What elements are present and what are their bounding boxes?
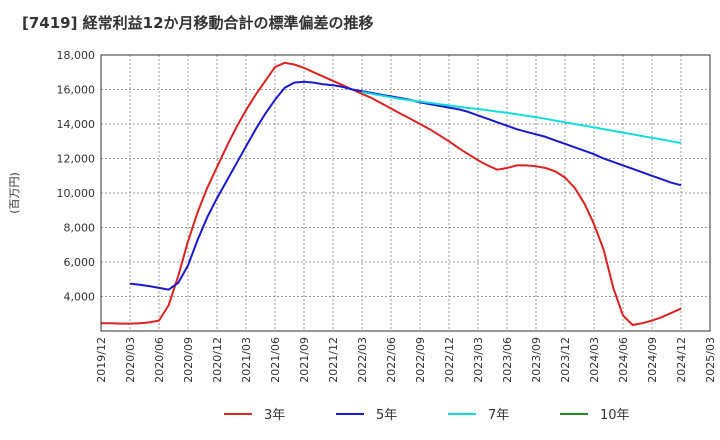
y-tick-label: 8,000	[64, 222, 96, 235]
x-tick-label: 2023/09	[530, 337, 543, 383]
plot-frame	[100, 54, 711, 332]
y-axis: 4,000 6,000 8,000 10,000 12,000 14,000 16,000 1…	[57, 49, 96, 304]
x-tick-label: 2024/09	[646, 337, 659, 383]
legend-label: 7年	[488, 408, 509, 423]
x-tick-label: 2024/06	[617, 337, 630, 383]
legend-label: 10年	[600, 408, 630, 423]
x-tick-label: 2022/06	[385, 337, 398, 383]
legend-label: 5年	[376, 408, 397, 423]
legend-label: 3年	[264, 408, 285, 423]
x-tick-label: 2025/03	[704, 337, 717, 383]
x-tick-label: 2024/12	[675, 337, 688, 383]
x-tick-label: 2021/12	[327, 337, 340, 383]
y-tick-label: 14,000	[57, 118, 96, 131]
y-tick-label: 6,000	[64, 256, 96, 269]
series-line-3年	[101, 61, 682, 326]
x-tick-label: 2021/06	[269, 337, 282, 383]
legend: 3年 5年 7年 10年	[224, 408, 630, 423]
series-line-7年	[361, 91, 682, 144]
x-tick-label: 2023/06	[501, 337, 514, 383]
y-tick-label: 10,000	[57, 187, 96, 200]
x-tick-label: 2020/06	[153, 337, 166, 383]
x-tick-label: 2020/03	[124, 337, 137, 383]
x-tick-label: 2023/03	[472, 337, 485, 383]
y-axis-label: (百万円)	[8, 172, 21, 214]
legend-item: 3年	[224, 408, 285, 423]
x-tick-label: 2021/09	[298, 337, 311, 383]
y-tick-label: 18,000	[57, 49, 96, 62]
x-axis: 2019/12 2020/03 2020/06 2020/09 2020/12 2021/…	[95, 337, 717, 383]
x-tick-label: 2022/12	[443, 337, 456, 383]
y-tick-label: 4,000	[64, 291, 96, 304]
series-layer	[101, 61, 682, 326]
y-tick-label: 12,000	[57, 153, 96, 166]
x-tick-label: 2022/03	[356, 337, 369, 383]
y-tick-label: 16,000	[57, 84, 96, 97]
x-tick-label: 2022/09	[414, 337, 427, 383]
legend-item: 7年	[448, 408, 509, 423]
x-tick-label: 2023/12	[559, 337, 572, 383]
chart-title: [7419] 経常利益12か月移動合計の標準偏差の推移	[22, 14, 374, 32]
x-tick-label: 2021/03	[240, 337, 253, 383]
x-tick-label: 2024/03	[588, 337, 601, 383]
legend-item: 10年	[560, 408, 630, 423]
grid	[100, 54, 711, 331]
x-tick-label: 2020/12	[211, 337, 224, 383]
legend-item: 5年	[336, 408, 397, 423]
x-tick-label: 2020/09	[182, 337, 195, 383]
x-tick-label: 2019/12	[95, 337, 108, 383]
